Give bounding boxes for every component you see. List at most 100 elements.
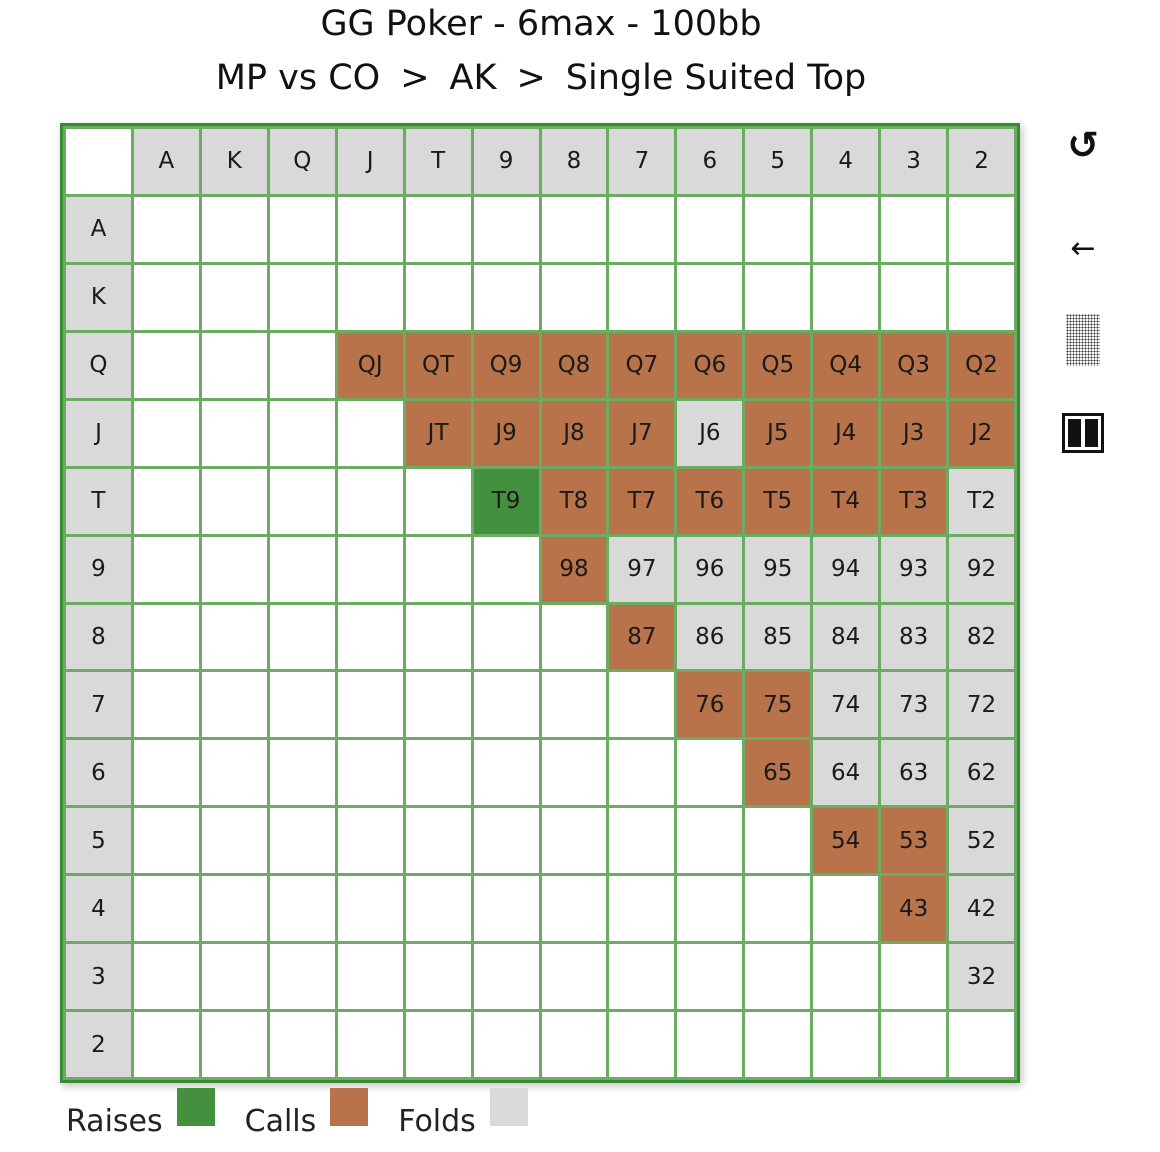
hand-cell-82[interactable]: 82 — [949, 604, 1014, 670]
column-header-9[interactable]: 9 — [473, 129, 539, 194]
column-header-7[interactable]: 7 — [609, 129, 675, 194]
hand-cell-empty[interactable] — [337, 468, 403, 534]
hand-cell-q5[interactable]: Q5 — [745, 332, 811, 398]
column-header-j[interactable]: J — [337, 129, 403, 194]
hand-cell-empty[interactable] — [269, 196, 335, 262]
hand-cell-53[interactable]: 53 — [881, 808, 947, 874]
hand-cell-q8[interactable]: Q8 — [541, 332, 607, 398]
hand-cell-empty[interactable] — [405, 536, 471, 602]
hand-cell-empty[interactable] — [269, 876, 335, 942]
column-header-q[interactable]: Q — [269, 129, 335, 194]
hand-cell-j2[interactable]: J2 — [949, 400, 1014, 466]
hand-cell-empty[interactable] — [337, 672, 403, 738]
column-header-5[interactable]: 5 — [745, 129, 811, 194]
hand-cell-q6[interactable]: Q6 — [677, 332, 743, 398]
hand-cell-empty[interactable] — [745, 944, 811, 1010]
row-header-q[interactable]: Q — [66, 332, 131, 398]
hand-cell-empty[interactable] — [133, 944, 199, 1010]
hand-cell-q2[interactable]: Q2 — [949, 332, 1014, 398]
hand-cell-empty[interactable] — [269, 944, 335, 1010]
hand-cell-94[interactable]: 94 — [813, 536, 879, 602]
hand-cell-52[interactable]: 52 — [949, 808, 1014, 874]
columns-icon[interactable] — [1058, 408, 1108, 458]
hand-cell-empty[interactable] — [473, 196, 539, 262]
hand-cell-t3[interactable]: T3 — [881, 468, 947, 534]
hand-cell-empty[interactable] — [677, 264, 743, 330]
hand-cell-84[interactable]: 84 — [813, 604, 879, 670]
hand-cell-empty[interactable] — [473, 944, 539, 1010]
hand-cell-87[interactable]: 87 — [609, 604, 675, 670]
hand-cell-empty[interactable] — [337, 876, 403, 942]
hand-cell-75[interactable]: 75 — [745, 672, 811, 738]
hand-cell-empty[interactable] — [201, 196, 267, 262]
hand-cell-empty[interactable] — [405, 808, 471, 874]
hand-cell-empty[interactable] — [949, 196, 1014, 262]
column-header-6[interactable]: 6 — [677, 129, 743, 194]
hand-cell-empty[interactable] — [541, 740, 607, 806]
hand-cell-t2[interactable]: T2 — [949, 468, 1014, 534]
hand-cell-empty[interactable] — [269, 400, 335, 466]
reset-icon[interactable]: ↺ — [1067, 123, 1099, 167]
hand-cell-empty[interactable] — [337, 808, 403, 874]
hand-cell-empty[interactable] — [609, 1012, 675, 1077]
hand-cell-q9[interactable]: Q9 — [473, 332, 539, 398]
hand-cell-97[interactable]: 97 — [609, 536, 675, 602]
hand-cell-empty[interactable] — [405, 604, 471, 670]
hand-cell-empty[interactable] — [201, 808, 267, 874]
breadcrumb-item-texture[interactable]: Single Suited Top — [565, 58, 867, 98]
column-header-8[interactable]: 8 — [541, 129, 607, 194]
hand-cell-empty[interactable] — [405, 944, 471, 1010]
column-header-4[interactable]: 4 — [813, 129, 879, 194]
hand-cell-empty[interactable] — [201, 536, 267, 602]
pattern-fill-icon[interactable] — [1058, 310, 1108, 370]
row-header-9[interactable]: 9 — [66, 536, 131, 602]
hand-cell-empty[interactable] — [881, 1012, 947, 1077]
hand-cell-qt[interactable]: QT — [405, 332, 471, 398]
hand-cell-98[interactable]: 98 — [541, 536, 607, 602]
hand-cell-j3[interactable]: J3 — [881, 400, 947, 466]
hand-cell-empty[interactable] — [473, 672, 539, 738]
hand-cell-empty[interactable] — [609, 264, 675, 330]
hand-cell-empty[interactable] — [405, 740, 471, 806]
hand-cell-empty[interactable] — [269, 1012, 335, 1077]
hand-cell-t4[interactable]: T4 — [813, 468, 879, 534]
hand-cell-empty[interactable] — [541, 876, 607, 942]
hand-cell-empty[interactable] — [337, 944, 403, 1010]
hand-cell-empty[interactable] — [405, 672, 471, 738]
hand-cell-empty[interactable] — [201, 264, 267, 330]
row-header-t[interactable]: T — [66, 468, 131, 534]
hand-cell-empty[interactable] — [133, 604, 199, 670]
hand-cell-empty[interactable] — [541, 264, 607, 330]
hand-cell-85[interactable]: 85 — [745, 604, 811, 670]
hand-cell-j8[interactable]: J8 — [541, 400, 607, 466]
row-header-5[interactable]: 5 — [66, 808, 131, 874]
column-header-t[interactable]: T — [405, 129, 471, 194]
hand-cell-empty[interactable] — [609, 876, 675, 942]
hand-cell-t6[interactable]: T6 — [677, 468, 743, 534]
row-header-4[interactable]: 4 — [66, 876, 131, 942]
hand-cell-empty[interactable] — [405, 1012, 471, 1077]
hand-cell-empty[interactable] — [473, 536, 539, 602]
row-header-k[interactable]: K — [66, 264, 131, 330]
hand-cell-empty[interactable] — [677, 944, 743, 1010]
breadcrumb-item-matchup[interactable]: MP vs CO — [215, 58, 381, 98]
hand-cell-empty[interactable] — [473, 876, 539, 942]
hand-cell-empty[interactable] — [133, 876, 199, 942]
hand-cell-j4[interactable]: J4 — [813, 400, 879, 466]
hand-cell-empty[interactable] — [269, 264, 335, 330]
hand-cell-74[interactable]: 74 — [813, 672, 879, 738]
hand-cell-empty[interactable] — [133, 196, 199, 262]
hand-cell-empty[interactable] — [405, 876, 471, 942]
hand-cell-empty[interactable] — [337, 740, 403, 806]
hand-cell-empty[interactable] — [677, 1012, 743, 1077]
hand-cell-empty[interactable] — [541, 808, 607, 874]
hand-cell-empty[interactable] — [473, 604, 539, 670]
hand-cell-empty[interactable] — [269, 536, 335, 602]
hand-cell-empty[interactable] — [201, 1012, 267, 1077]
hand-cell-empty[interactable] — [745, 196, 811, 262]
row-header-j[interactable]: J — [66, 400, 131, 466]
hand-cell-empty[interactable] — [813, 944, 879, 1010]
hand-cell-q3[interactable]: Q3 — [881, 332, 947, 398]
hand-cell-empty[interactable] — [133, 808, 199, 874]
hand-cell-empty[interactable] — [133, 536, 199, 602]
